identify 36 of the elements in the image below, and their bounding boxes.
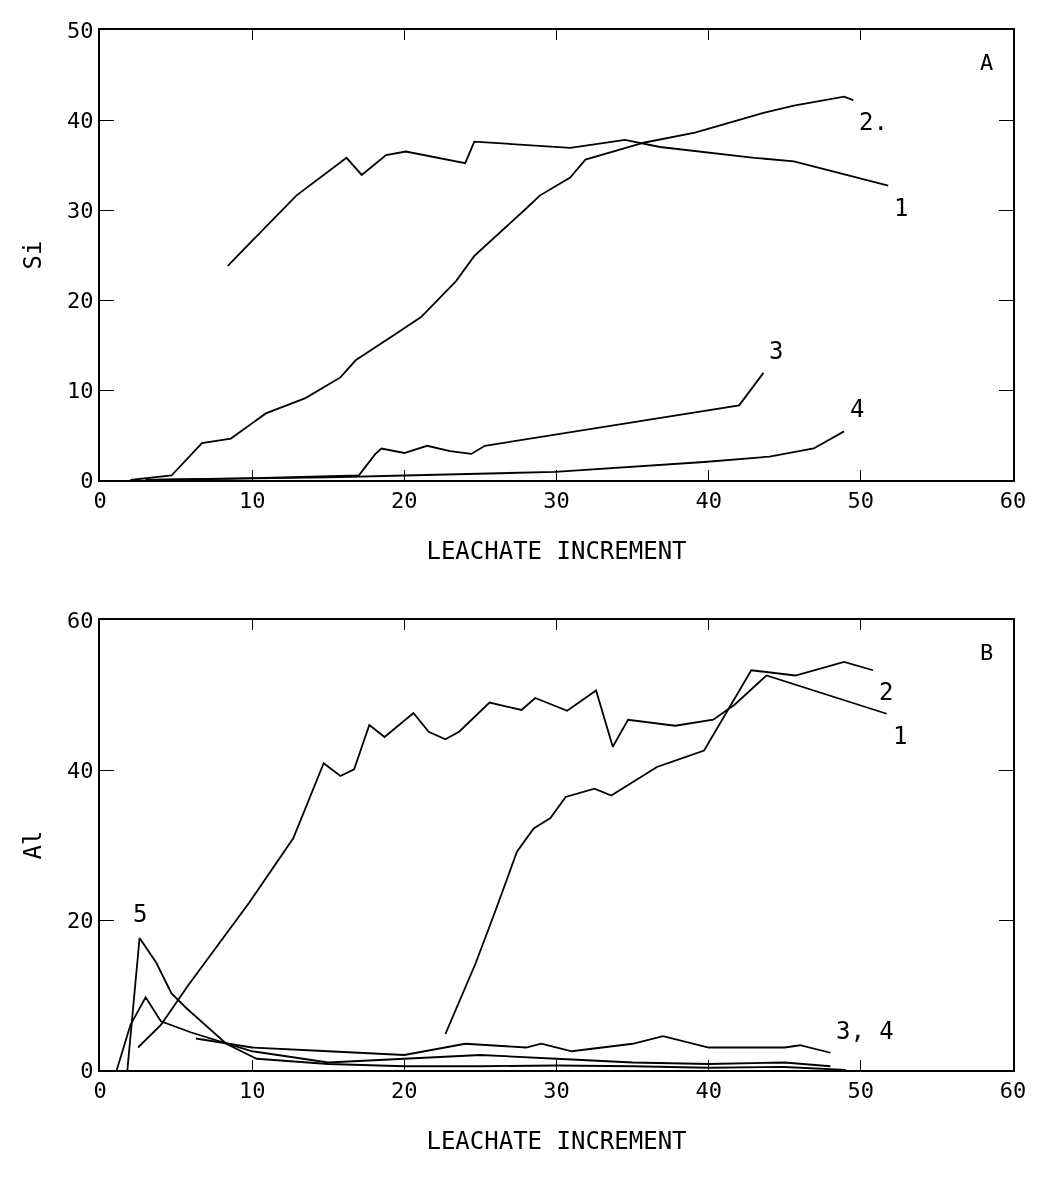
series-label: 2 [879, 678, 894, 706]
series-label: 2. [859, 108, 888, 136]
y-tick-label: 0 [80, 467, 94, 493]
series-label: 4 [850, 395, 865, 423]
annotation: A [980, 50, 994, 75]
y-tick-label: 20 [67, 287, 94, 313]
x-tick-label: 30 [543, 1078, 570, 1104]
x-tick-label: 40 [695, 488, 722, 514]
y-tick-label: 50 [67, 17, 94, 43]
y-axis-title: Al [19, 830, 47, 860]
y-tick-label: 10 [67, 377, 94, 403]
y-tick-label: 40 [67, 107, 94, 133]
y-tick-label: 20 [67, 907, 94, 933]
x-axis-title: LEACHATE INCREMENT [426, 1127, 687, 1156]
y-tick-label: 60 [67, 607, 94, 633]
y-tick-label: 30 [67, 197, 94, 223]
series-label: 1 [893, 722, 908, 750]
x-tick-label: 60 [999, 1078, 1027, 1104]
x-tick-label: 60 [999, 488, 1027, 514]
x-tick-label: 50 [847, 488, 875, 514]
x-axis-title: LEACHATE INCREMENT [426, 537, 687, 566]
x-tick-label: 20 [391, 488, 418, 514]
annotation: B [980, 640, 994, 665]
y-axis-title: Si [19, 240, 47, 270]
series-label: 1 [894, 194, 909, 222]
y-tick-label: 40 [67, 757, 94, 783]
x-tick-label: 20 [391, 1078, 418, 1104]
x-tick-label: 10 [238, 488, 266, 514]
x-tick-label: 40 [695, 1078, 722, 1104]
x-tick-label: 10 [238, 1078, 266, 1104]
series-label: 3, 4 [836, 1017, 894, 1045]
x-tick-label: 50 [847, 1078, 875, 1104]
y-tick-label: 0 [80, 1057, 94, 1083]
series-label: 5 [133, 900, 148, 928]
series-label: 3 [769, 337, 784, 365]
x-tick-label: 30 [543, 488, 570, 514]
